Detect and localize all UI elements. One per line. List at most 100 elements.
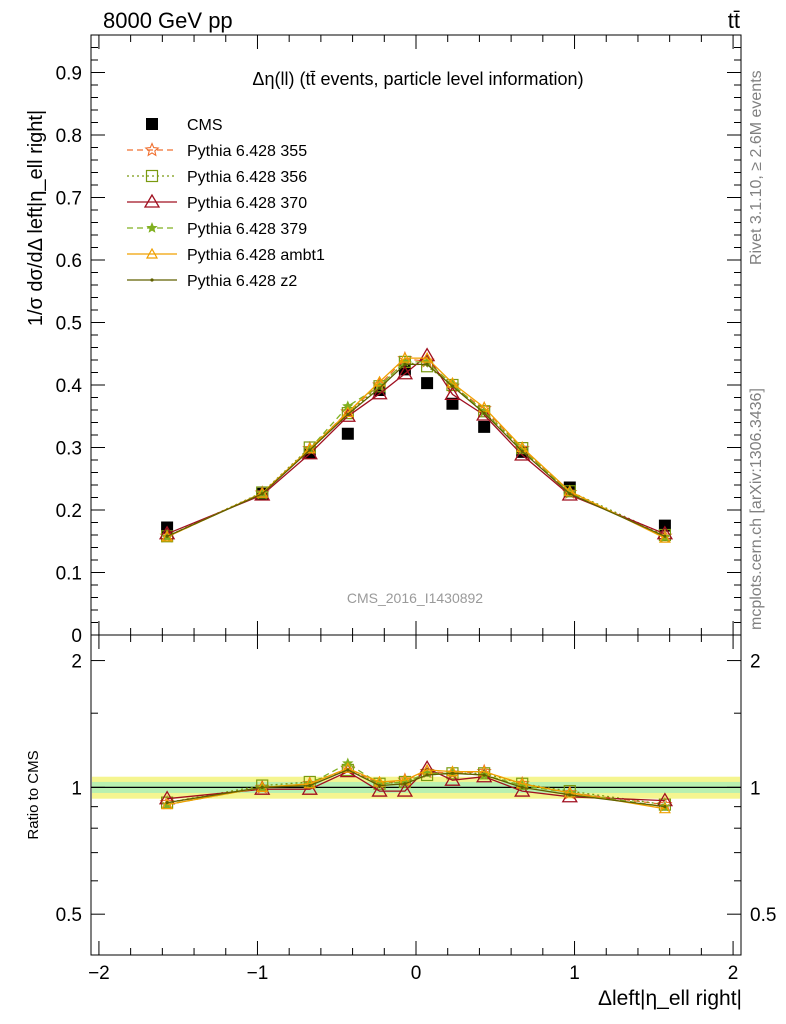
data-point bbox=[482, 411, 486, 415]
main-ylabel: 1/σ dσ/dΔ left|η_ell right| bbox=[25, 110, 47, 326]
ratio-point bbox=[341, 762, 354, 773]
x-tick-label: −1 bbox=[247, 963, 269, 984]
ratio-line bbox=[166, 767, 666, 810]
legend-entry: Pythia 6.428 355 bbox=[127, 142, 307, 160]
data-point bbox=[346, 412, 350, 416]
legend-label: CMS bbox=[187, 117, 223, 134]
ratio-point bbox=[346, 768, 350, 772]
legend-entry: Pythia 6.428 356 bbox=[127, 169, 307, 186]
data-point bbox=[658, 531, 671, 543]
data-point bbox=[568, 492, 572, 496]
x-tick-label: 1 bbox=[569, 963, 580, 984]
y-tick-label: 0.7 bbox=[56, 189, 82, 210]
ratio-point bbox=[371, 782, 388, 797]
ratio-point bbox=[663, 805, 667, 809]
y-tick-label: 0.6 bbox=[56, 251, 82, 272]
legend-entry: Pythia 6.428 ambt1 bbox=[127, 247, 325, 264]
series-line bbox=[166, 358, 666, 537]
main-title: Δη(ll) (tt̄ events, particle level infor… bbox=[252, 69, 583, 89]
legend-label: Pythia 6.428 370 bbox=[187, 195, 307, 212]
ratio-y-tick-label: 2 bbox=[71, 652, 82, 673]
legend-label: Pythia 6.428 ambt1 bbox=[187, 247, 325, 264]
ratio-point bbox=[658, 802, 671, 814]
data-point bbox=[308, 448, 312, 452]
series-line bbox=[166, 361, 666, 537]
ratio-y-tick-label: 0.5 bbox=[56, 905, 82, 926]
data-point bbox=[446, 397, 459, 410]
y-tick-label: 0.2 bbox=[56, 501, 82, 522]
ratio-point bbox=[568, 793, 572, 797]
legend-marker bbox=[150, 278, 154, 282]
ratio-line bbox=[166, 762, 665, 808]
source-label: mcplots.cern.ch [arXiv:1306.3436] bbox=[748, 388, 765, 630]
main-panel: 0 0.1 0.2 0.3 0.4 0.5 0.6 0.7 0.8 0.9 Δη(ll) (tt̄… bbox=[25, 34, 742, 647]
legend-label: Pythia 6.428 379 bbox=[187, 221, 307, 238]
ratio-panel: 0.5 0.5 1 1 2 2 −2 −1 0 1 2 Ratio to CMS Δleft|η_e… bbox=[25, 634, 776, 1010]
series-3 bbox=[158, 347, 674, 540]
x-tick-label: −2 bbox=[88, 963, 110, 984]
process-label: tt̄ bbox=[728, 8, 740, 33]
series-line bbox=[166, 361, 666, 538]
series-6 bbox=[165, 362, 667, 538]
data-point bbox=[161, 530, 174, 542]
ratio-ylabel: Ratio to CMS bbox=[25, 750, 42, 839]
legend-entry: CMS bbox=[146, 117, 223, 134]
legend-label: Pythia 6.428 355 bbox=[187, 143, 307, 160]
series-1 bbox=[159, 350, 673, 543]
ratio-y-tick-label-right: 0.5 bbox=[750, 905, 776, 926]
ratio-y-tick-label-right: 2 bbox=[750, 652, 761, 673]
watermark-label: CMS_2016_I1430892 bbox=[347, 590, 483, 606]
ratio-line bbox=[166, 769, 665, 808]
data-point bbox=[450, 384, 455, 388]
data-point bbox=[663, 534, 667, 538]
ratio-y-tick-label: 1 bbox=[71, 778, 82, 799]
data-point bbox=[478, 420, 491, 433]
data-point bbox=[341, 427, 354, 440]
series-2 bbox=[160, 355, 672, 543]
y-tick-label: 0.1 bbox=[56, 564, 82, 585]
ratio-point bbox=[658, 798, 672, 811]
data-point bbox=[421, 351, 434, 363]
data-point bbox=[165, 534, 169, 538]
y-tick-label: 0.3 bbox=[56, 439, 82, 460]
ratio-point bbox=[303, 777, 316, 789]
x-axis-label: Δleft|η_ell right| bbox=[598, 987, 742, 1010]
data-point bbox=[421, 377, 434, 390]
ratio-point bbox=[563, 786, 576, 798]
ratio-line bbox=[166, 769, 665, 806]
data-point bbox=[561, 486, 578, 501]
ratio-point bbox=[482, 773, 486, 777]
ratio-uncertainty-band bbox=[91, 776, 741, 799]
legend-marker bbox=[146, 118, 158, 130]
ratio-point bbox=[450, 771, 455, 775]
x-tick-label: 0 bbox=[411, 963, 422, 984]
y-tick-label: 0.8 bbox=[56, 126, 82, 147]
data-point bbox=[476, 406, 493, 421]
data-point bbox=[302, 440, 318, 456]
y-tick-label: 0.9 bbox=[56, 64, 82, 85]
data-point bbox=[444, 386, 461, 401]
ratio-point bbox=[396, 782, 414, 797]
data-point bbox=[520, 449, 524, 453]
data-point bbox=[425, 362, 429, 366]
ratio-y-tick-label-right: 1 bbox=[750, 778, 761, 799]
ratio-point bbox=[520, 785, 524, 789]
ratio-point bbox=[403, 782, 407, 786]
x-tick-label: 2 bbox=[728, 963, 739, 984]
ratio-point bbox=[514, 782, 531, 797]
legend-marker bbox=[143, 193, 161, 208]
series-line bbox=[166, 354, 666, 535]
series-4 bbox=[161, 356, 671, 542]
ratio-series-5 bbox=[165, 768, 667, 809]
ratio-point bbox=[308, 783, 312, 788]
legend-label: Pythia 6.428 z2 bbox=[187, 273, 297, 290]
ratio-point bbox=[161, 798, 174, 810]
main-series-group bbox=[158, 347, 674, 543]
data-point bbox=[396, 365, 414, 380]
data-point bbox=[403, 362, 407, 366]
legend-entry: Pythia 6.428 z2 bbox=[127, 273, 297, 290]
legend-entry: Pythia 6.428 379 bbox=[127, 221, 307, 238]
legend-label: Pythia 6.428 356 bbox=[187, 169, 307, 186]
series-line bbox=[166, 363, 666, 537]
